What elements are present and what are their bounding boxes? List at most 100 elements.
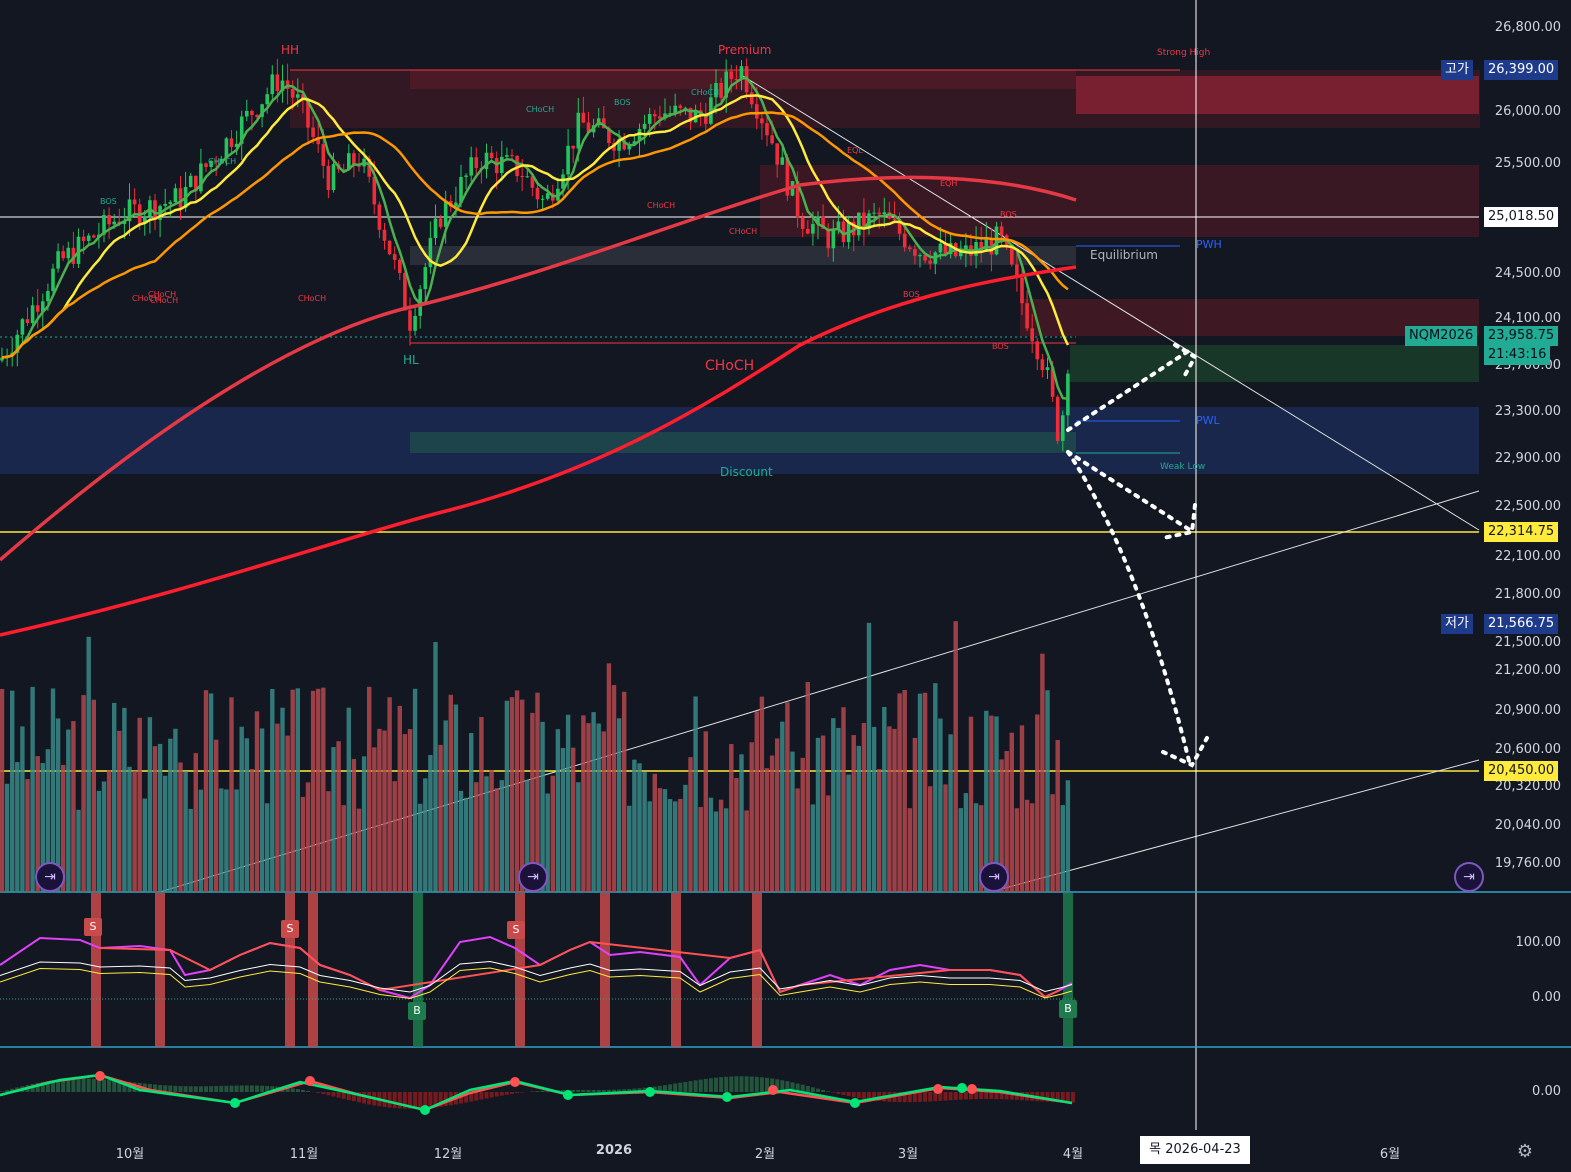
volume-bar (555, 729, 561, 892)
volume-bar (35, 756, 40, 892)
volume-bar (234, 789, 239, 892)
volume-bar (0, 688, 5, 892)
volume-bar (377, 728, 382, 892)
time-axis-label: 12월 (433, 1147, 463, 1162)
macd-hist-bar (229, 1085, 234, 1092)
structure-label: EQH (940, 179, 958, 188)
macd-hist-bar (867, 1092, 871, 1100)
macd-hist-bar (5, 1090, 10, 1092)
volume-bar (1045, 690, 1050, 892)
volume-bar (708, 797, 714, 892)
candle (311, 127, 315, 138)
volume-bar (1030, 803, 1035, 892)
candle (571, 145, 575, 149)
candle (306, 98, 310, 128)
price-axis-label: 20,900.00 (1494, 703, 1561, 718)
candle (214, 160, 218, 163)
volume-bar (504, 700, 510, 892)
candle (92, 235, 96, 238)
macd-hist-bar (285, 1087, 290, 1092)
volume-bar (846, 774, 851, 892)
volume-bar (428, 755, 433, 892)
macd-hist-bar (622, 1089, 627, 1092)
event-marker-icon[interactable]: ⇥ (518, 862, 548, 892)
ma-200-line (0, 265, 1077, 637)
volume-bar (678, 798, 683, 892)
candle (714, 83, 718, 98)
candle (392, 254, 397, 260)
event-marker-icon[interactable]: ⇥ (979, 862, 1009, 892)
candle (964, 245, 968, 252)
macd-cross-dot (230, 1098, 240, 1108)
candle (637, 128, 642, 142)
settings-gear-icon[interactable]: ⚙ (1516, 1141, 1534, 1162)
pwh-label: PWH (1196, 238, 1222, 251)
volume-bar (1024, 799, 1030, 892)
volume-bar (540, 721, 545, 892)
volume-bar (963, 793, 969, 892)
volume-bar (922, 692, 928, 892)
macd-axis-zero: 0.00 (1532, 1084, 1561, 1099)
macd-hist-bar (601, 1089, 606, 1092)
candle (224, 138, 229, 159)
macd-hist-bar (805, 1085, 810, 1092)
macd-hist-bar (739, 1076, 744, 1092)
macd-hist-bar (1060, 1092, 1065, 1103)
candle (178, 188, 183, 208)
candle (372, 176, 377, 205)
candle (872, 212, 876, 214)
macd-hist-bar (729, 1076, 734, 1092)
macd-hist-bar (933, 1092, 938, 1102)
candle (250, 110, 254, 116)
volume-bar (178, 762, 183, 892)
macd-hist-bar (591, 1089, 596, 1092)
volume-bar (764, 768, 770, 892)
volume-bar (336, 741, 341, 892)
candle (974, 242, 978, 256)
macd-hist-bar (428, 1092, 433, 1108)
candle (540, 198, 545, 200)
volume-bar (101, 781, 107, 892)
macd-hist-bar (51, 1080, 55, 1092)
volume-bar (836, 727, 841, 892)
macd-hist-bar (204, 1086, 208, 1092)
macd-hist-bar (912, 1092, 917, 1103)
volume-bar (45, 749, 51, 892)
macd-hist-bar (224, 1085, 229, 1092)
macd-hist-bar (122, 1081, 127, 1092)
volume-bar (616, 718, 622, 892)
price-axis-label: 21,200.00 (1494, 663, 1561, 678)
macd-line (0, 1073, 1073, 1112)
macd-hist-bar (112, 1080, 117, 1092)
ma-100-line (0, 175, 1077, 562)
event-marker-icon[interactable]: ⇥ (35, 862, 65, 892)
volume-bar (627, 805, 632, 892)
macd-hist-bar (117, 1080, 122, 1092)
macd-hist-bar (392, 1092, 397, 1109)
candle (239, 116, 244, 144)
macd-hist-bar (724, 1076, 729, 1092)
signal-bar (515, 893, 525, 1047)
trend-line (989, 759, 1480, 893)
volume-bar (208, 693, 214, 892)
volume-bar (407, 729, 413, 892)
candle (408, 310, 412, 331)
volume-bar (938, 718, 943, 892)
macd-hist-bar (953, 1092, 958, 1100)
macd-hist-bar (326, 1092, 331, 1096)
macd-hist-bar (234, 1085, 239, 1092)
macd-cross-dot (645, 1087, 655, 1097)
price-axis-label: 26,000.00 (1494, 104, 1561, 119)
volume-bar (91, 699, 96, 892)
yellow-upper-tag: 22,314.75 (1484, 522, 1559, 542)
equilibrium-label: Equilibrium (1090, 248, 1158, 262)
candle (826, 228, 830, 249)
candle (999, 226, 1004, 236)
candle (153, 200, 157, 220)
structure-label: BOS (1000, 210, 1017, 219)
candle (520, 176, 524, 178)
event-marker-icon[interactable]: ⇥ (1454, 862, 1484, 892)
volume-bar (168, 738, 173, 892)
volume-bar (15, 762, 20, 892)
